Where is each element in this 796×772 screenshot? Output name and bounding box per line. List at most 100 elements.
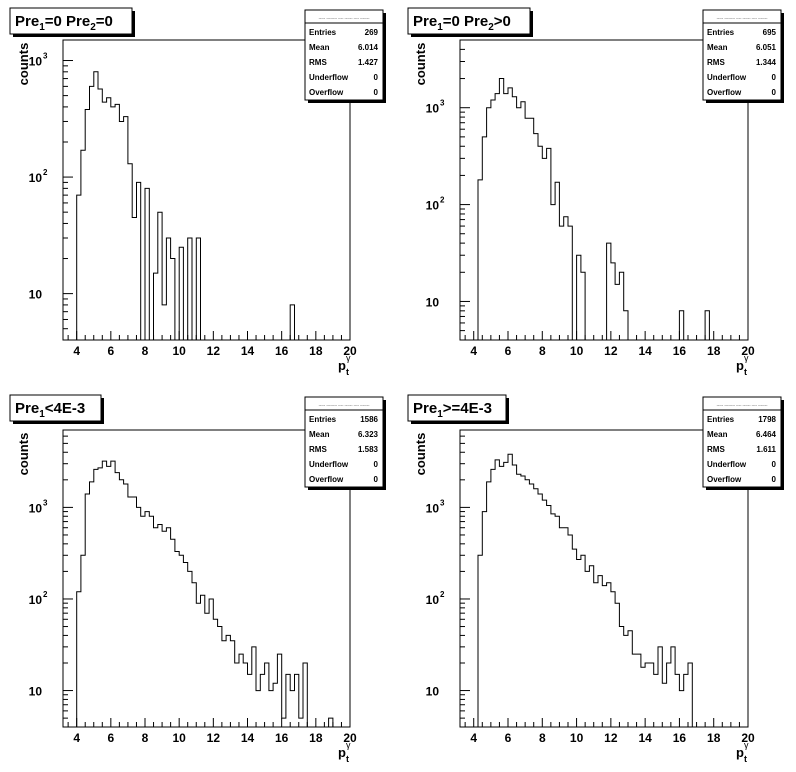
x-tick-label: 14 (241, 344, 255, 358)
stats-value: 6.323 (358, 430, 379, 439)
stats-label: Mean (707, 43, 728, 52)
x-axis-label: p (736, 745, 744, 760)
x-tick-label: 18 (309, 344, 323, 358)
x-axis-label-subscript: t (346, 367, 349, 377)
x-tick-label: 14 (638, 731, 652, 745)
panel-title: Pre1=0 Pre2>0 (413, 13, 511, 33)
x-axis-label: p (338, 358, 346, 373)
x-tick-label: 6 (505, 731, 512, 745)
x-tick-label: 10 (172, 731, 186, 745)
stats-label: Overflow (707, 475, 742, 484)
stats-value: 0 (374, 460, 379, 469)
x-tick-label: 16 (673, 731, 687, 745)
x-tick-label: 16 (275, 731, 289, 745)
title-text: Pre (413, 13, 437, 30)
stats-title: ----- -------- ---- ------ ---- ------- (717, 402, 769, 407)
x-tick-label: 18 (309, 731, 323, 745)
y-tick-label: 10 (426, 199, 440, 213)
y-tick-exponent: 3 (43, 52, 48, 61)
title-box (407, 394, 507, 422)
x-tick-label: 20 (741, 344, 755, 358)
x-axis-label-superscript: γ (346, 353, 351, 363)
y-tick-label: 10 (426, 593, 440, 607)
x-axis-label-subscript: t (346, 754, 349, 764)
y-tick-exponent: 2 (440, 196, 445, 205)
x-tick-label: 4 (73, 731, 80, 745)
stats-value: 0 (374, 475, 379, 484)
panel-title: Pre1>=4E-3 (413, 400, 492, 420)
title-box (9, 394, 102, 422)
y-tick-exponent: 2 (440, 590, 445, 599)
title-text: >0 (494, 13, 511, 30)
stats-label: Entries (309, 28, 337, 37)
stats-box (702, 9, 782, 101)
x-tick-label: 12 (207, 344, 221, 358)
y-tick-label: 10 (29, 288, 43, 302)
histogram-line (63, 71, 350, 341)
histogram-line (460, 453, 748, 728)
stats-value: 695 (763, 28, 777, 37)
stats-value: 0 (374, 88, 379, 97)
stats-label: Underflow (309, 73, 349, 82)
stats-label: Overflow (309, 475, 344, 484)
y-tick-label: 10 (29, 171, 43, 185)
panel-title: Pre1=0 Pre2=0 (15, 13, 113, 33)
y-tick-exponent: 3 (440, 99, 445, 108)
histogram-line (460, 78, 748, 341)
histogram-line (63, 460, 350, 728)
stats-value: 1.611 (756, 445, 776, 454)
y-axis-label: counts (413, 433, 428, 476)
x-tick-label: 16 (673, 344, 687, 358)
title-subscript: 2 (90, 22, 96, 33)
x-tick-label: 6 (107, 344, 114, 358)
y-tick-label: 10 (426, 295, 440, 309)
stats-value: 1.427 (358, 58, 379, 67)
x-tick-label: 8 (539, 731, 546, 745)
title-text: =0 Pre (443, 13, 488, 30)
x-tick-label: 10 (570, 344, 584, 358)
y-tick-label: 10 (426, 501, 440, 515)
title-box (407, 7, 531, 35)
x-tick-label: 4 (470, 344, 477, 358)
plot-frame (459, 429, 749, 728)
stats-value: 1.583 (358, 445, 379, 454)
x-axis-label-superscript: γ (744, 740, 749, 750)
stats-label: RMS (309, 445, 327, 454)
x-tick-label: 4 (470, 731, 477, 745)
x-tick-label: 8 (539, 344, 546, 358)
title-text: Pre (15, 400, 39, 417)
x-axis-label-superscript: γ (346, 740, 351, 750)
title-subscript: 2 (488, 22, 494, 33)
y-tick-exponent: 3 (440, 498, 445, 507)
x-tick-label: 12 (207, 731, 221, 745)
y-tick-label: 10 (29, 593, 43, 607)
stats-title: ----- -------- ---- ------ ---- ------- (319, 15, 371, 20)
stats-label: Underflow (707, 460, 747, 469)
title-subscript: 1 (39, 409, 45, 420)
stats-label: Underflow (309, 460, 349, 469)
title-text: Pre (15, 13, 39, 30)
stats-title: ----- -------- ---- ------ ---- ------- (717, 15, 769, 20)
stats-title: ----- -------- ---- ------ ---- ------- (319, 402, 371, 407)
x-axis-label-superscript: γ (744, 353, 749, 363)
stats-value: 1586 (360, 415, 378, 424)
stats-label: RMS (707, 445, 725, 454)
title-text: <4E-3 (45, 400, 85, 417)
title-text: =0 Pre (45, 13, 90, 30)
x-axis-label: p (736, 358, 744, 373)
stats-box (304, 396, 384, 488)
y-tick-label: 10 (29, 501, 43, 515)
x-tick-label: 8 (142, 344, 149, 358)
title-subscript: 1 (437, 409, 443, 420)
title-text: Pre (413, 400, 437, 417)
y-tick-exponent: 3 (43, 498, 48, 507)
title-subscript: 1 (437, 22, 443, 33)
stats-value: 1.344 (756, 58, 777, 67)
x-tick-label: 12 (604, 344, 618, 358)
title-text: >=4E-3 (443, 400, 492, 417)
x-tick-label: 4 (73, 344, 80, 358)
